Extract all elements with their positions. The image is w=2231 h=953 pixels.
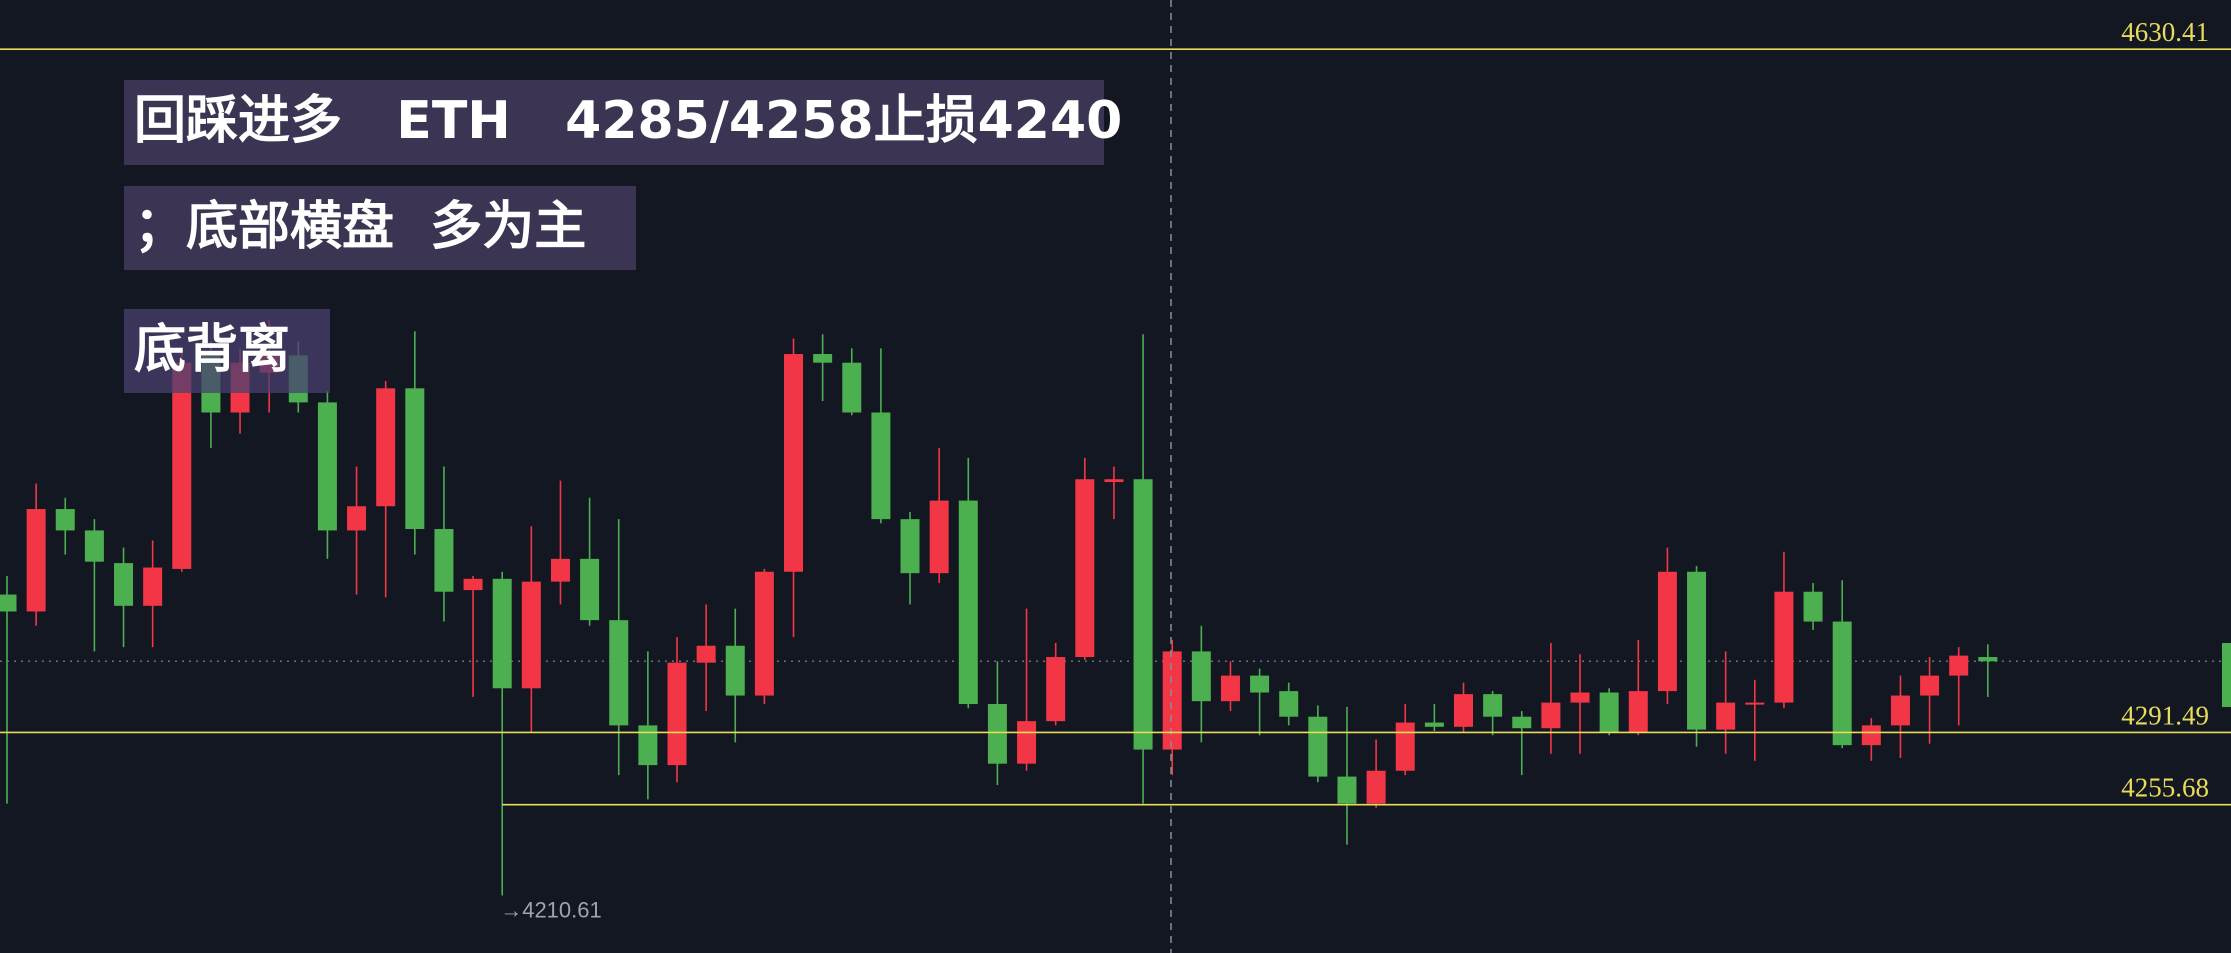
candle-body [784,354,804,572]
candle-body [987,704,1007,764]
candle-body [871,412,891,520]
candle-body [609,620,629,726]
low-label: →4210.61 [500,897,602,922]
candle-body [667,662,687,766]
candle-body [1745,702,1765,705]
annotation-box [124,80,1104,165]
candle-body [580,558,600,621]
candle-body [492,578,512,689]
candle-body [929,500,949,574]
price-marker [2222,643,2231,707]
candle-body [958,500,978,705]
level-label: 4291.49 [2121,700,2209,730]
candle-body [1512,716,1532,729]
candle-body [1395,722,1415,771]
candle-body [842,362,862,413]
candle-body [1687,571,1707,730]
candle-body [55,509,75,531]
candle-body [1424,722,1444,727]
candle-body [143,567,163,606]
candle-body [1570,692,1590,703]
candle-body [463,578,483,591]
candle-body [1191,651,1211,702]
candle-body [1279,691,1299,717]
candle-body [1657,571,1677,692]
candle-body [1599,692,1619,733]
annotation-box [124,309,330,393]
candle-body [26,509,46,612]
candle-body [638,725,658,766]
annotation: 回踩进多 ETH 4285/4258止损4240 [134,91,1122,151]
candle-body [1220,675,1240,702]
candle-body [1861,725,1881,746]
candle-body [900,519,920,574]
candle-body [1046,657,1066,722]
candle-body [1337,776,1357,804]
candle-body [376,388,396,507]
candle-body [1454,694,1473,727]
candle-body [1541,702,1561,729]
candle-body [1366,770,1386,804]
candle-body [1628,691,1648,733]
candle-body [172,362,192,569]
candle-body [725,645,745,696]
candle-body [1162,651,1182,750]
candle-body [813,354,833,363]
annotation: 底背离 [134,320,290,380]
candle-body [1716,702,1736,730]
candle-body [1774,591,1794,703]
candle-body [1250,675,1270,693]
candle-body [84,530,104,562]
candles [0,319,1998,896]
candle-body [1832,621,1852,746]
candle-body [434,529,454,592]
candle-body [1133,479,1153,750]
levels: 4630.41 4291.49 4255.68 →4210.61 [0,17,2231,922]
candle-body [696,645,716,663]
candle-body [1308,716,1328,777]
candle-body [550,558,570,582]
candle-body [114,563,134,606]
candle-body [317,402,337,531]
candle-body [1483,694,1503,717]
candle-body [1075,479,1095,658]
candle-body [1890,695,1910,726]
candle-body [521,581,541,689]
candle-body [754,571,774,696]
level-label: 4630.41 [2121,17,2209,47]
candle-body [1920,675,1940,696]
level-label: 4255.68 [2121,773,2209,803]
candle-body [1803,591,1823,622]
candle-body [405,388,425,530]
candle-body [1978,657,1998,662]
candle-body [1949,655,1969,676]
candle-body [1104,479,1124,483]
annotation-box [124,186,636,270]
annotation: ；底部横盘 多为主 [134,197,586,257]
candle-body [0,594,17,612]
candle-body [1017,721,1037,764]
candle-body [347,506,367,531]
